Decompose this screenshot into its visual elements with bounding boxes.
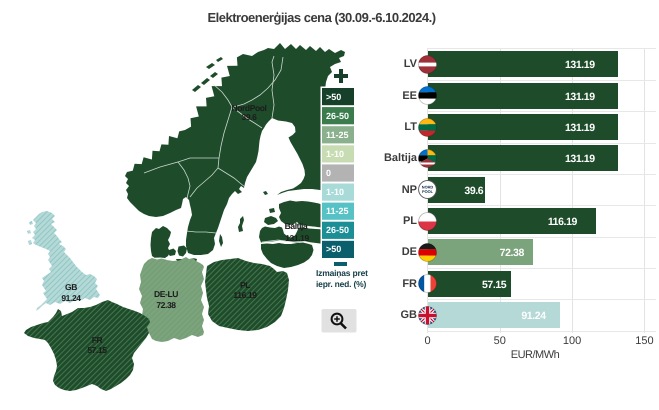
svg-text:NORD: NORD [422,185,434,190]
svg-text:26-50: 26-50 [326,111,349,121]
svg-text:POOL: POOL [422,189,434,194]
svg-text:DE-LU: DE-LU [154,289,178,299]
svg-text:11-25: 11-25 [326,130,349,140]
svg-text:>50: >50 [326,92,341,102]
svg-text:11-25: 11-25 [326,206,349,216]
svg-text:1-10: 1-10 [326,149,344,159]
svg-text:PL: PL [240,280,250,290]
svg-text:72.38: 72.38 [156,300,176,310]
svg-text:116.19: 116.19 [233,290,257,300]
svg-text:>50: >50 [326,244,341,254]
svg-text:57.15: 57.15 [87,345,107,355]
svg-text:GB: GB [65,282,77,292]
svg-text:91.24: 91.24 [61,293,81,303]
svg-text:0: 0 [326,168,331,178]
svg-text:26-50: 26-50 [326,225,349,235]
svg-text:FR: FR [92,335,103,345]
svg-text:Izmaiņas pret: Izmaiņas pret [316,268,368,278]
svg-text:Baltija: Baltija [285,221,308,231]
svg-text:iepr. ned. (%): iepr. ned. (%) [316,279,366,289]
svg-text:NordPool: NordPool [231,103,266,113]
svg-text:1-10: 1-10 [326,187,344,197]
svg-text:39.6: 39.6 [242,112,258,122]
svg-text:131.19: 131.19 [285,233,309,243]
